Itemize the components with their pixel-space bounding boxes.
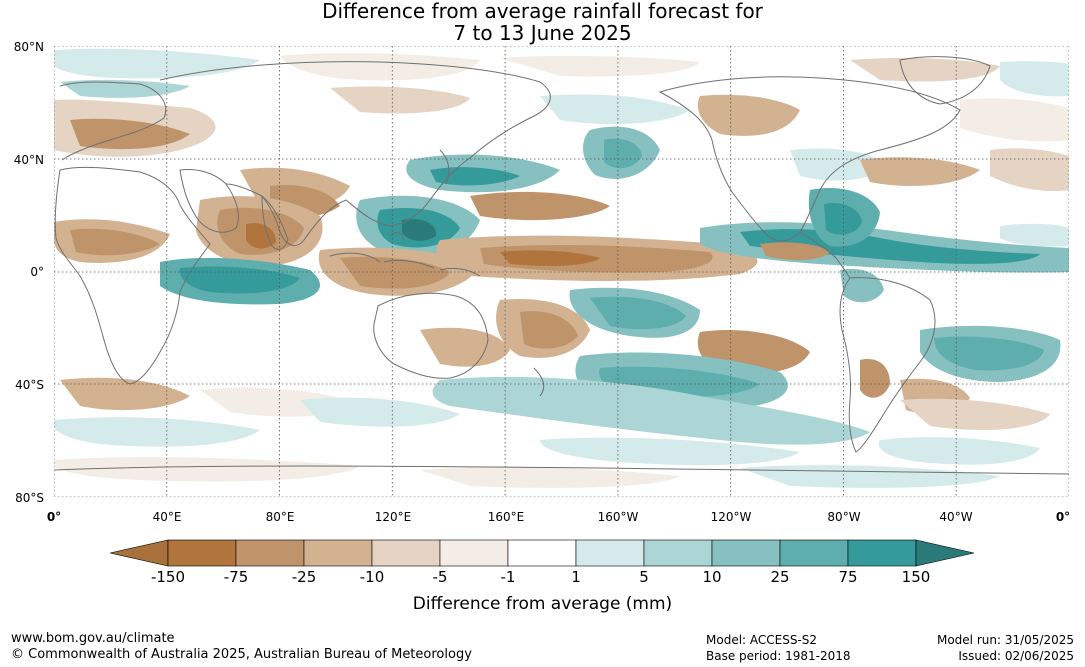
colorbar	[109, 539, 975, 567]
colorbar-tick-label: -25	[291, 568, 317, 586]
colorbar-arrow-high	[915, 539, 975, 567]
colorbar-tick-label: -75	[223, 568, 249, 586]
colorbar-swatch	[167, 539, 237, 567]
lon-label-80w: 80°W	[827, 510, 861, 524]
colorbar-label: Difference from average (mm)	[412, 594, 673, 614]
footer-issued: Issued: 02/06/2025	[958, 649, 1074, 663]
colorbar-swatch	[575, 539, 645, 567]
colorbar-tick-label: -150	[150, 568, 186, 586]
colorbar-tick-label: -10	[359, 568, 385, 586]
map-title-line-2: 7 to 13 June 2025	[453, 21, 632, 45]
colorbar-swatch	[235, 539, 305, 567]
lat-label-80s: 80°S	[15, 491, 44, 505]
lon-label-120w: 120°W	[710, 510, 752, 524]
map-graticule	[54, 46, 1069, 497]
colorbar-tick-label: -5	[432, 568, 448, 586]
colorbar-swatch	[711, 539, 781, 567]
colorbar-swatch	[303, 539, 373, 567]
footer-copyright: © Commonwealth of Australia 2025, Austra…	[11, 647, 472, 662]
colorbar-tick-label: -1	[500, 568, 516, 586]
rainfall-anomaly-layer	[54, 48, 1069, 488]
lon-label-0-left: 0°	[46, 510, 62, 524]
footer-model-run: Model run: 31/05/2025	[936, 633, 1074, 647]
lat-label-40n: 40°N	[13, 153, 44, 167]
colorbar-swatch	[507, 539, 577, 567]
lon-label-40e: 40°E	[152, 510, 182, 524]
lon-label-40w: 40°W	[939, 510, 973, 524]
lon-label-120e: 120°E	[374, 510, 412, 524]
colorbar-swatch	[779, 539, 849, 567]
colorbar-swatch	[371, 539, 441, 567]
footer-base-period: Base period: 1981-2018	[706, 649, 851, 663]
coastline-layer	[54, 56, 1069, 475]
colorbar-tick-label: 1	[571, 568, 581, 586]
lon-label-80e: 80°E	[265, 510, 295, 524]
lon-label-160e: 160°E	[487, 510, 525, 524]
footer-website: www.bom.gov.au/climate	[11, 631, 175, 646]
lat-label-equator: 0°	[30, 265, 44, 279]
footer-model: Model: ACCESS-S2	[706, 633, 818, 647]
lon-label-160w: 160°W	[597, 510, 639, 524]
lat-label-40s: 40°S	[15, 378, 44, 392]
colorbar-tick-label: 25	[770, 568, 790, 586]
lon-label-0-right: 0°	[1055, 510, 1071, 524]
colorbar-swatch	[847, 539, 917, 567]
colorbar-tick-label: 10	[702, 568, 722, 586]
colorbar-swatch	[439, 539, 509, 567]
map-title-line-1: Difference from average rainfall forecas…	[322, 0, 763, 23]
colorbar-swatch	[643, 539, 713, 567]
colorbar-tick-label: 5	[639, 568, 649, 586]
colorbar-tick-label: 150	[901, 568, 931, 586]
lat-label-80n: 80°N	[13, 40, 44, 54]
colorbar-arrow-low	[109, 539, 169, 567]
colorbar-tick-label: 75	[838, 568, 858, 586]
